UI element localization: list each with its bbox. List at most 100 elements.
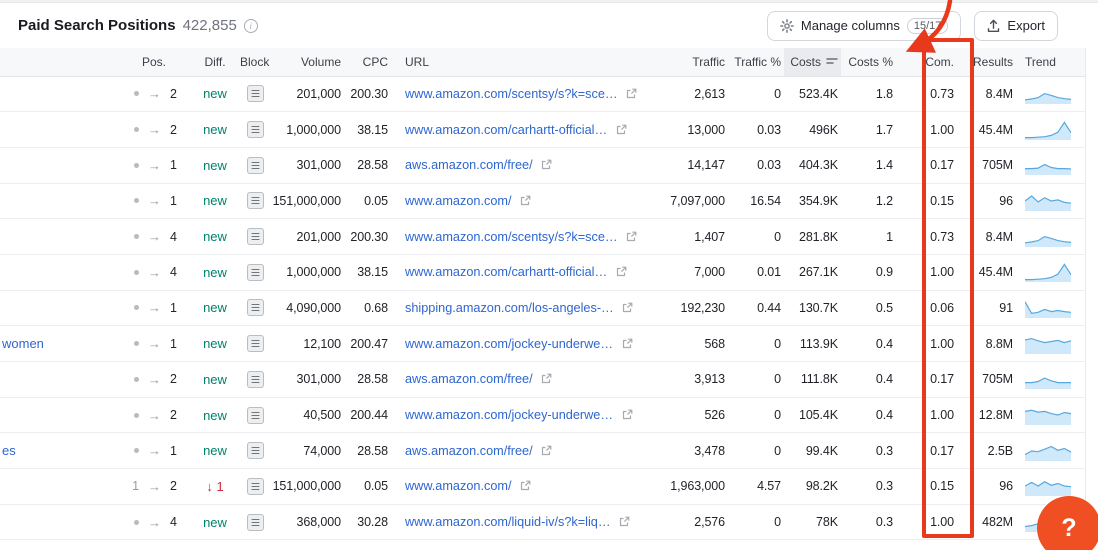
external-link-icon[interactable] bbox=[622, 408, 633, 423]
pos-to: 1 bbox=[170, 301, 177, 315]
column-costs-sorted[interactable]: Costs bbox=[784, 48, 841, 76]
url-link[interactable]: www.amazon.com/carhartt-official… bbox=[405, 123, 607, 137]
external-link-icon[interactable] bbox=[622, 337, 633, 352]
diff-value: new bbox=[203, 300, 227, 315]
url-cell: aws.amazon.com/free/ bbox=[392, 147, 660, 183]
costs-pct-value: 1.7 bbox=[841, 112, 896, 148]
trend-sparkline bbox=[1025, 227, 1071, 247]
costs-pct-value: 0.5 bbox=[841, 290, 896, 326]
export-button[interactable]: Export bbox=[974, 11, 1058, 41]
external-link-icon[interactable] bbox=[616, 123, 627, 138]
external-link-icon[interactable] bbox=[541, 158, 552, 173]
external-link-icon[interactable] bbox=[520, 479, 531, 494]
column-traffic[interactable]: Traffic bbox=[660, 48, 728, 76]
ad-block-icon[interactable] bbox=[247, 478, 264, 495]
url-link[interactable]: www.amazon.com/jockey-underwe… bbox=[405, 337, 613, 351]
com-value: 1.00 bbox=[896, 112, 968, 148]
help-button[interactable]: ? bbox=[1037, 496, 1098, 550]
traffic-pct-value: 0 bbox=[728, 326, 784, 362]
traffic-value: 14,147 bbox=[660, 147, 728, 183]
diff-value: new bbox=[203, 443, 227, 458]
ad-block-icon[interactable] bbox=[247, 407, 264, 424]
com-value: 1.00 bbox=[896, 504, 968, 540]
trend-sparkline bbox=[1025, 441, 1071, 461]
url-link[interactable]: www.amazon.com/scentsy/s?k=sce… bbox=[405, 87, 618, 101]
ad-block-icon[interactable] bbox=[247, 121, 264, 138]
url-link[interactable]: www.amazon.com/carhartt-official… bbox=[405, 265, 607, 279]
ad-block-icon[interactable] bbox=[247, 157, 264, 174]
traffic-pct-value: 16.54 bbox=[728, 183, 784, 219]
url-cell: www.amazon.com/ bbox=[392, 469, 660, 505]
costs-value: 105.4K bbox=[784, 397, 841, 433]
paid-search-positions-screen: Paid Search Positions 422,855 i M bbox=[0, 0, 1098, 550]
info-icon[interactable]: i bbox=[244, 19, 258, 33]
costs-pct-value: 0.9 bbox=[841, 254, 896, 290]
url-link[interactable]: www.amazon.com/liquid-iv/s?k=liq… bbox=[405, 515, 611, 529]
ad-block-icon[interactable] bbox=[247, 299, 264, 316]
column-com[interactable]: Com. bbox=[896, 48, 968, 76]
volume-value: 40,500 bbox=[270, 397, 345, 433]
url-link[interactable]: aws.amazon.com/free/ bbox=[405, 372, 533, 386]
export-label: Export bbox=[1007, 18, 1045, 33]
ad-block-icon[interactable] bbox=[247, 371, 264, 388]
external-link-icon[interactable] bbox=[626, 87, 637, 102]
url-link[interactable]: www.amazon.com/jockey-underwe… bbox=[405, 408, 613, 422]
volume-value: 151,000,000 bbox=[270, 183, 345, 219]
ad-block-icon[interactable] bbox=[247, 514, 264, 531]
traffic-value: 13,000 bbox=[660, 112, 728, 148]
table-row: → 2 new 201,000 200.30 www.amazon.com/sc… bbox=[0, 76, 1085, 112]
pos-to: 4 bbox=[170, 265, 177, 279]
ad-block-icon[interactable] bbox=[247, 442, 264, 459]
url-link[interactable]: www.amazon.com/ bbox=[405, 194, 511, 208]
column-pos[interactable]: Pos. bbox=[118, 48, 190, 76]
external-link-icon[interactable] bbox=[626, 230, 637, 245]
ad-block-icon[interactable] bbox=[247, 264, 264, 281]
external-link-icon[interactable] bbox=[616, 265, 627, 280]
url-link[interactable]: shipping.amazon.com/los-angeles-… bbox=[405, 301, 614, 315]
url-link[interactable]: aws.amazon.com/free/ bbox=[405, 158, 533, 172]
table-row: → 2 new 301,000 28.58 aws.amazon.com/fre… bbox=[0, 362, 1085, 398]
pos-from bbox=[134, 163, 139, 168]
traffic-pct-value: 4.57 bbox=[728, 469, 784, 505]
keyword-link[interactable]: es bbox=[2, 443, 16, 458]
column-cpc[interactable]: CPC bbox=[345, 48, 392, 76]
costs-pct-value: 1 bbox=[841, 219, 896, 255]
pos-from bbox=[134, 413, 139, 418]
column-costs-pct[interactable]: Costs % bbox=[841, 48, 896, 76]
external-link-icon[interactable] bbox=[541, 372, 552, 387]
column-block[interactable]: Block bbox=[240, 48, 270, 76]
external-link-icon[interactable] bbox=[622, 301, 633, 316]
url-link[interactable]: aws.amazon.com/free/ bbox=[405, 444, 533, 458]
column-volume[interactable]: Volume bbox=[270, 48, 345, 76]
column-diff[interactable]: Diff. bbox=[190, 48, 240, 76]
pos-from bbox=[134, 305, 139, 310]
trend-sparkline bbox=[1025, 298, 1071, 318]
column-results[interactable]: Results bbox=[968, 48, 1018, 76]
column-url[interactable]: URL bbox=[392, 48, 660, 76]
column-keyword[interactable] bbox=[0, 48, 118, 76]
ad-block-icon[interactable] bbox=[247, 335, 264, 352]
keyword-link[interactable]: women bbox=[2, 336, 44, 351]
manage-columns-button[interactable]: Manage columns 15/17 bbox=[767, 11, 962, 41]
external-link-icon[interactable] bbox=[619, 515, 630, 530]
url-link[interactable]: www.amazon.com/ bbox=[405, 479, 511, 493]
url-cell: www.amazon.com/scentsy/s?k=sce… bbox=[392, 219, 660, 255]
volume-value: 4,090,000 bbox=[270, 290, 345, 326]
volume-value: 12,100 bbox=[270, 326, 345, 362]
com-value: 0.73 bbox=[896, 76, 968, 112]
arrow-right-icon: → bbox=[148, 372, 161, 387]
ad-block-icon[interactable] bbox=[247, 85, 264, 102]
column-traffic-pct[interactable]: Traffic % bbox=[728, 48, 784, 76]
arrow-right-icon: → bbox=[148, 193, 161, 208]
external-link-icon[interactable] bbox=[520, 194, 531, 209]
export-icon bbox=[987, 19, 1000, 33]
arrow-right-icon: → bbox=[148, 408, 161, 423]
cpc-value: 38.15 bbox=[345, 254, 392, 290]
ad-block-icon[interactable] bbox=[247, 228, 264, 245]
table-row: → 4 new 201,000 200.30 www.amazon.com/sc… bbox=[0, 219, 1085, 255]
ad-block-icon[interactable] bbox=[247, 192, 264, 209]
external-link-icon[interactable] bbox=[541, 444, 552, 459]
com-value: 1.00 bbox=[896, 326, 968, 362]
url-link[interactable]: www.amazon.com/scentsy/s?k=sce… bbox=[405, 230, 618, 244]
com-value: 0.17 bbox=[896, 362, 968, 398]
